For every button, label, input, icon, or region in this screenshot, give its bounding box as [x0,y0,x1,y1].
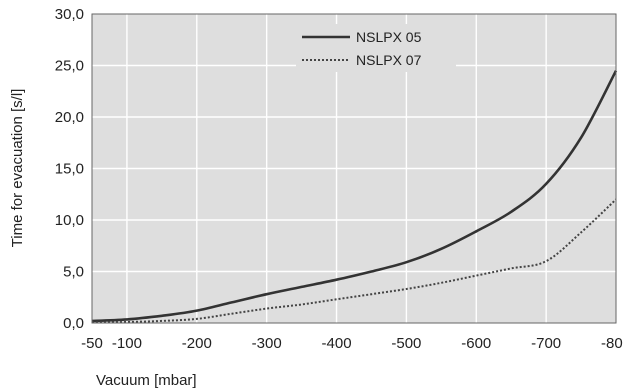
y-tick-labels: 0,0 5,0 10,0 15,0 20,0 25,0 30,0 [55,6,84,332]
plot-border [91,13,617,324]
series-line-nslpx07 [91,198,617,324]
y-tick-label: 20,0 [55,109,84,126]
y-tick-label: 25,0 [55,58,84,75]
x-tick-label: -500 [391,335,421,352]
x-tick-label: -800 [601,335,623,352]
x-tick-label: -700 [531,335,561,352]
x-axis-label: Vacuum [mbar] [96,372,197,389]
y-axis-label: Time for evacuation [s/l] [9,89,26,248]
y-tick-label: 30,0 [55,6,84,23]
legend-box [296,24,456,72]
legend: NSLPX 05 NSLPX 07 [296,24,456,72]
x-tick-label: -300 [252,335,282,352]
y-tick-label: 5,0 [63,264,84,281]
legend-label-nslpx07: NSLPX 07 [356,52,422,68]
y-tick-label: 15,0 [55,161,84,178]
x-tick-label: -600 [461,335,491,352]
x-tick-label: -400 [322,335,352,352]
x-tick-labels: -50 -100 -200 -300 -400 -500 -600 -700 -800 [81,335,623,352]
x-tick-label: -100 [112,335,142,352]
grid-lines [92,14,616,323]
y-tick-label: 10,0 [55,212,84,229]
legend-label-nslpx05: NSLPX 05 [356,29,422,45]
y-tick-label: 0,0 [63,315,84,332]
x-tick-label: -200 [182,335,212,352]
series-layer [91,70,618,324]
x-tick-label: -50 [81,335,103,352]
series-line-nslpx05 [91,70,618,323]
